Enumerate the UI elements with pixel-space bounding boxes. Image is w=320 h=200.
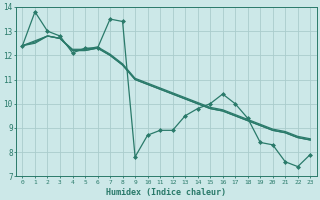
X-axis label: Humidex (Indice chaleur): Humidex (Indice chaleur) (106, 188, 226, 197)
